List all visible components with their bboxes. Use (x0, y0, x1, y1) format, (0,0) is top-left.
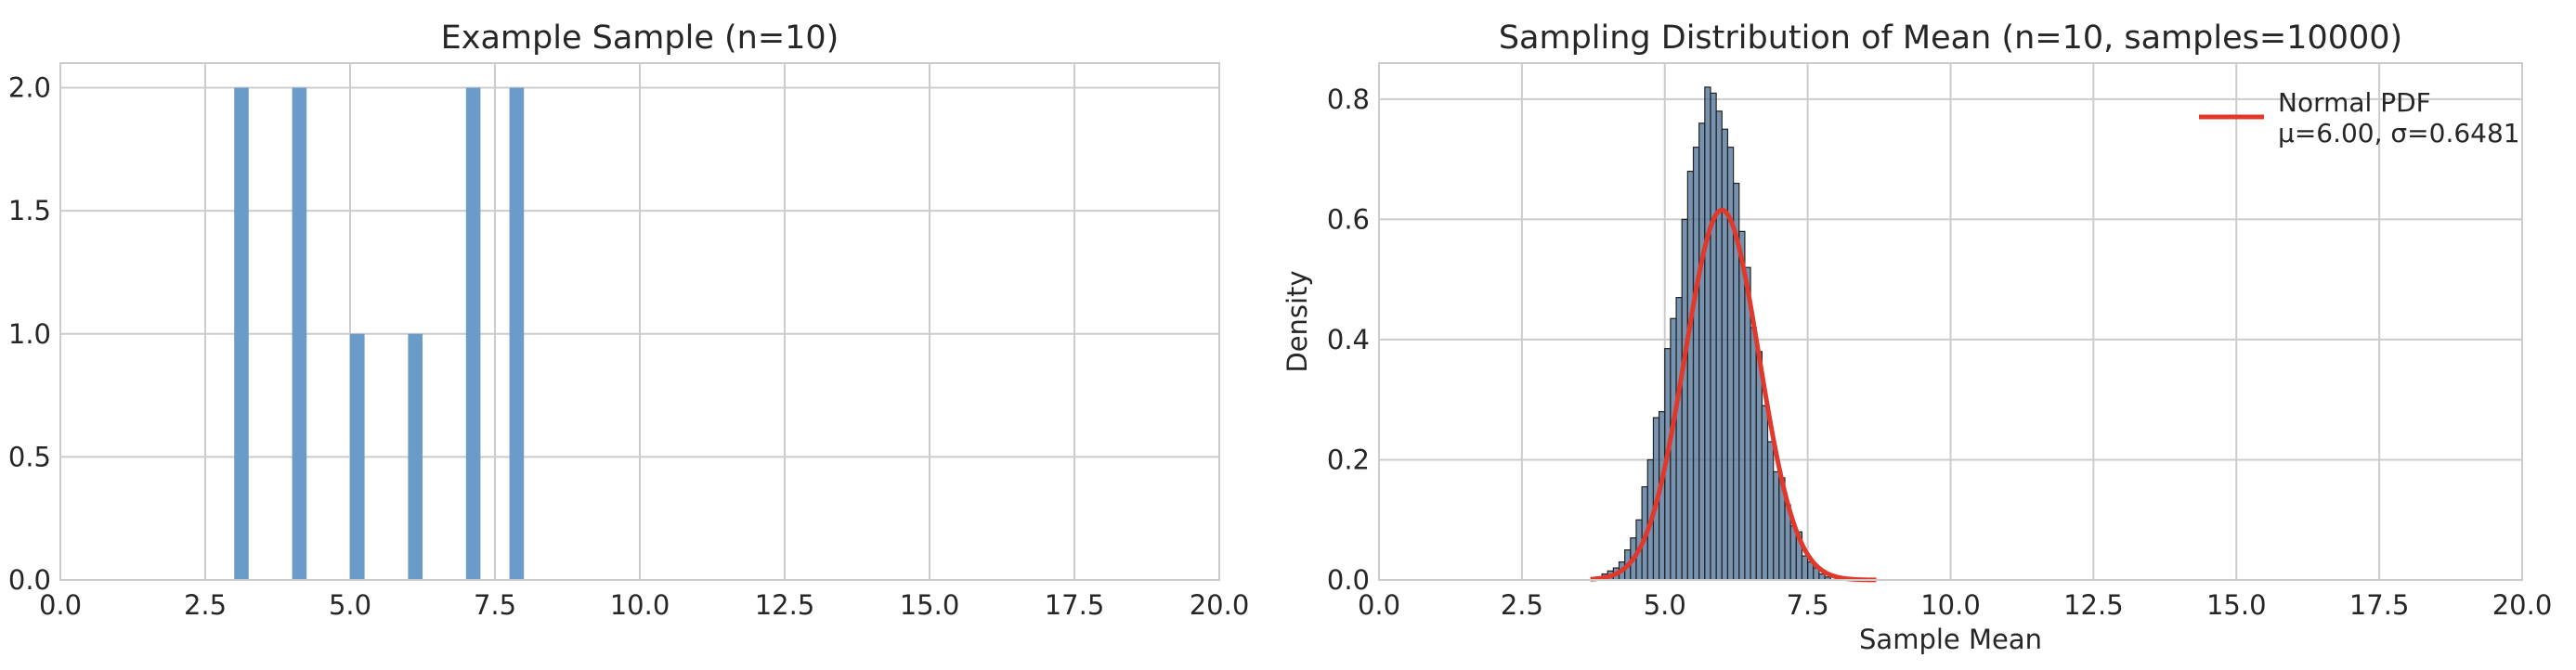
y-tick-label: 1.0 (8, 318, 51, 350)
x-tick-label: 0.0 (1358, 589, 1400, 621)
plot-frame (59, 62, 1220, 581)
x-tick-label: 15.0 (900, 589, 960, 621)
bar (234, 87, 249, 581)
x-tick-label: 20.0 (1190, 589, 1250, 621)
x-tick-label: 12.5 (755, 589, 815, 621)
x-tick-label: 17.5 (1045, 589, 1105, 621)
histogram-bar (1801, 555, 1809, 581)
histogram-bar (1773, 470, 1780, 581)
legend-label: μ=6.00, σ=0.6481 (2278, 118, 2520, 148)
x-tick-label: 5.0 (1644, 589, 1686, 621)
histogram-bar (1704, 86, 1711, 581)
x-tick-label: 2.5 (184, 589, 227, 621)
histogram-bar (1750, 327, 1757, 581)
x-tick-label: 15.0 (2206, 589, 2267, 621)
chart-title: Sampling Distribution of Mean (n=10, sam… (1499, 19, 2402, 57)
histogram-bar (1681, 218, 1688, 581)
chart-panel-1: 0.0 2.5 5.0 7.5 10.0 12.5 15.0 17.5 20.0 0.0 0.5 1.… (8, 19, 1249, 621)
y-tick-label: 0.8 (1327, 84, 1370, 115)
x-tick-label: 5.0 (329, 589, 371, 621)
normal-pdf-line (1589, 207, 1878, 583)
histogram-bar (1761, 405, 1769, 581)
plot-frame (1378, 62, 2523, 581)
legend-label: Normal PDF (2278, 87, 2431, 118)
histogram-bar (1755, 351, 1763, 581)
histogram-bar (1698, 122, 1706, 581)
y-tick-label: 2.0 (8, 72, 51, 104)
histogram-bar (1721, 128, 1729, 581)
y-tick-label: 1.5 (8, 195, 51, 226)
x-tick-label: 20.0 (2492, 589, 2553, 621)
bar (408, 333, 423, 580)
x-tick-label: 10.0 (1920, 589, 1981, 621)
histogram-bar (1744, 266, 1751, 581)
histogram-bar (1675, 296, 1683, 581)
x-tick-label: 7.5 (474, 589, 516, 621)
y-tick-label: 0.5 (8, 441, 51, 472)
x-tick-label: 7.5 (1787, 589, 1829, 621)
y-tick-label: 0.0 (1327, 564, 1370, 596)
y-tick-label: 0.0 (8, 564, 51, 596)
histogram-bar (1710, 92, 1717, 581)
x-tick-label: 10.0 (610, 589, 670, 621)
x-tick-label: 17.5 (2349, 589, 2410, 621)
histogram-bar (1692, 147, 1700, 581)
chart-title: Example Sample (n=10) (441, 19, 839, 57)
histogram-bar (1766, 441, 1775, 581)
bar (350, 333, 365, 580)
x-tick-label: 0.0 (39, 589, 82, 621)
x-tick-label: 12.5 (2063, 589, 2124, 621)
histogram-bar (1715, 110, 1723, 581)
x-axis-label: Sample Mean (1859, 624, 2042, 655)
y-tick-label: 0.4 (1327, 324, 1370, 355)
histogram-bar (1686, 170, 1695, 581)
chart-panel-2: 0.0 2.5 5.0 7.5 10.0 12.5 15.0 17.5 20.0 0.0 0.2 0.… (1281, 19, 2552, 655)
bar (465, 87, 481, 581)
histogram-bar (1670, 317, 1677, 581)
y-tick-label: 0.6 (1327, 203, 1370, 235)
y-tick-label: 0.2 (1327, 444, 1370, 475)
y-axis-label: Density (1281, 270, 1313, 372)
histogram-bar (1738, 230, 1746, 581)
bar (292, 87, 307, 581)
x-tick-label: 2.5 (1501, 589, 1543, 621)
bar (509, 87, 525, 581)
